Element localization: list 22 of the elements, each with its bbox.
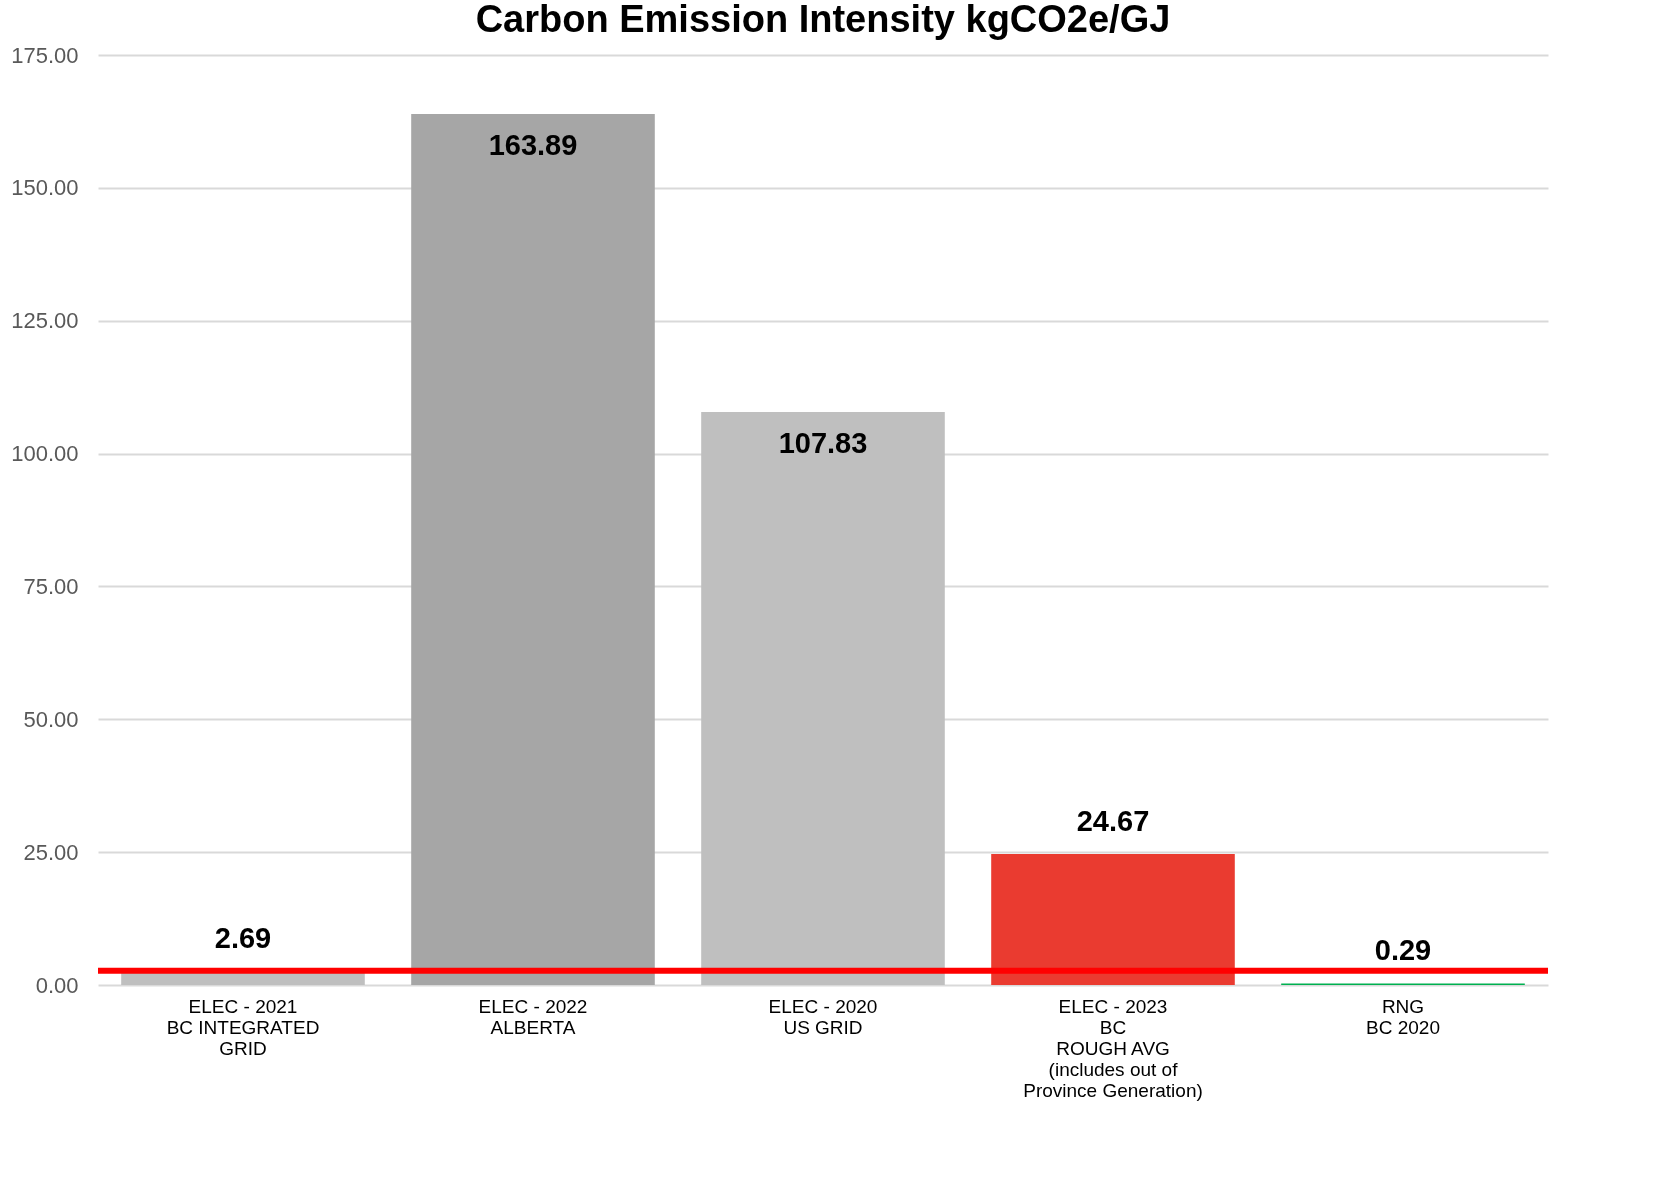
data-label: 0.29 — [1374, 934, 1432, 967]
y-tick-label: 50.00 — [23, 706, 79, 732]
y-tick-label: 125.00 — [11, 308, 79, 334]
x-tick-label: RNG BC 2020 — [1366, 995, 1440, 1038]
data-label: 163.89 — [488, 129, 578, 162]
x-tick-label: ELEC - 2020 US GRID — [768, 995, 878, 1038]
bar — [991, 853, 1235, 985]
y-tick-label: 175.00 — [11, 42, 79, 68]
y-tick-label: 150.00 — [11, 175, 79, 201]
data-label: 2.69 — [214, 921, 272, 954]
y-tick-label: 0.00 — [35, 972, 79, 998]
y-tick-label: 25.00 — [23, 839, 79, 865]
x-tick-label: ELEC - 2023 BC ROUGH AVG (includes out of Province Generation) — [1023, 995, 1203, 1101]
data-label: 107.83 — [778, 426, 868, 459]
y-tick-label: 100.00 — [11, 441, 79, 467]
x-tick-label: ELEC - 2022 ALBERTA — [478, 995, 588, 1038]
y-tick-label: 75.00 — [23, 573, 79, 599]
bar — [411, 114, 655, 985]
bar — [701, 411, 945, 985]
chart-title: Carbon Emission Intensity kgCO2e/GJ — [475, 0, 1171, 40]
data-label: 24.67 — [1076, 804, 1150, 837]
x-tick-label: ELEC - 2021 BC INTEGRATED GRID — [166, 995, 320, 1059]
